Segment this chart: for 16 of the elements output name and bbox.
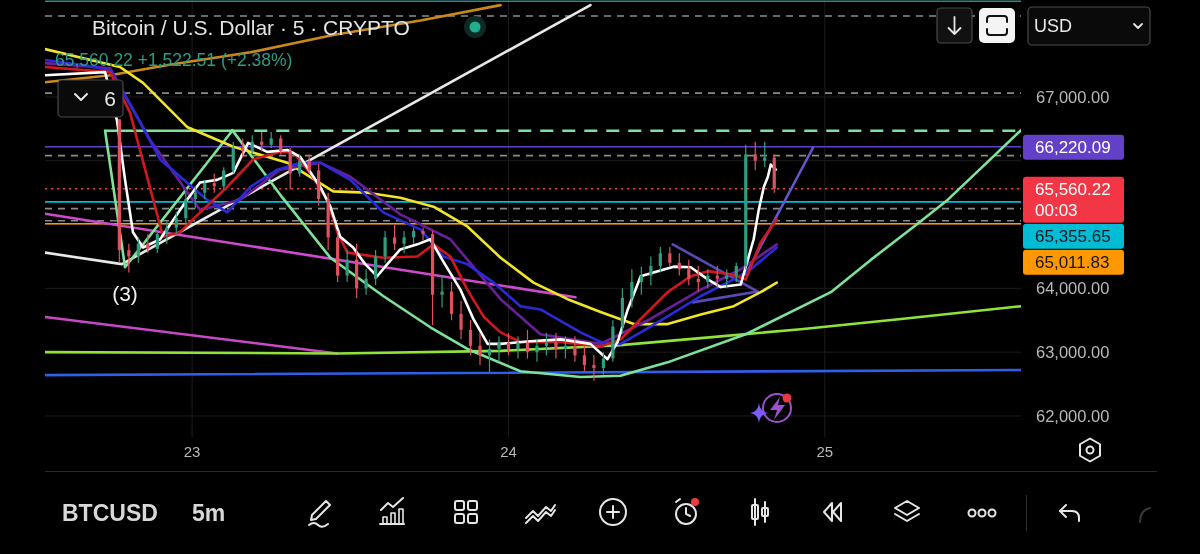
x-tick-label: 23 <box>183 442 201 460</box>
x-tick-label: 25 <box>816 442 834 460</box>
ref-line-label: 65,011.83 <box>1035 253 1110 273</box>
ref-line-label: 65,355.65 <box>1035 227 1111 247</box>
y-tick-label: 64,000.00 <box>1036 279 1110 298</box>
y-tick-label: 62,000.00 <box>1036 406 1110 425</box>
y-tick-label: 63,000.00 <box>1036 343 1110 362</box>
y-tick-label: 67,000.00 <box>1036 87 1110 106</box>
text: BTCUSD <box>62 500 158 526</box>
ref-line-label: 65,560.22 00:03 <box>1035 180 1111 221</box>
x-tick-label: 24 <box>500 442 517 460</box>
text: 5m <box>192 500 226 526</box>
annotation: (3) <box>112 281 138 305</box>
ref-line-label: 66,220.09 <box>1035 138 1111 158</box>
annotation: 6 <box>104 86 116 110</box>
text: USD <box>1034 16 1073 36</box>
